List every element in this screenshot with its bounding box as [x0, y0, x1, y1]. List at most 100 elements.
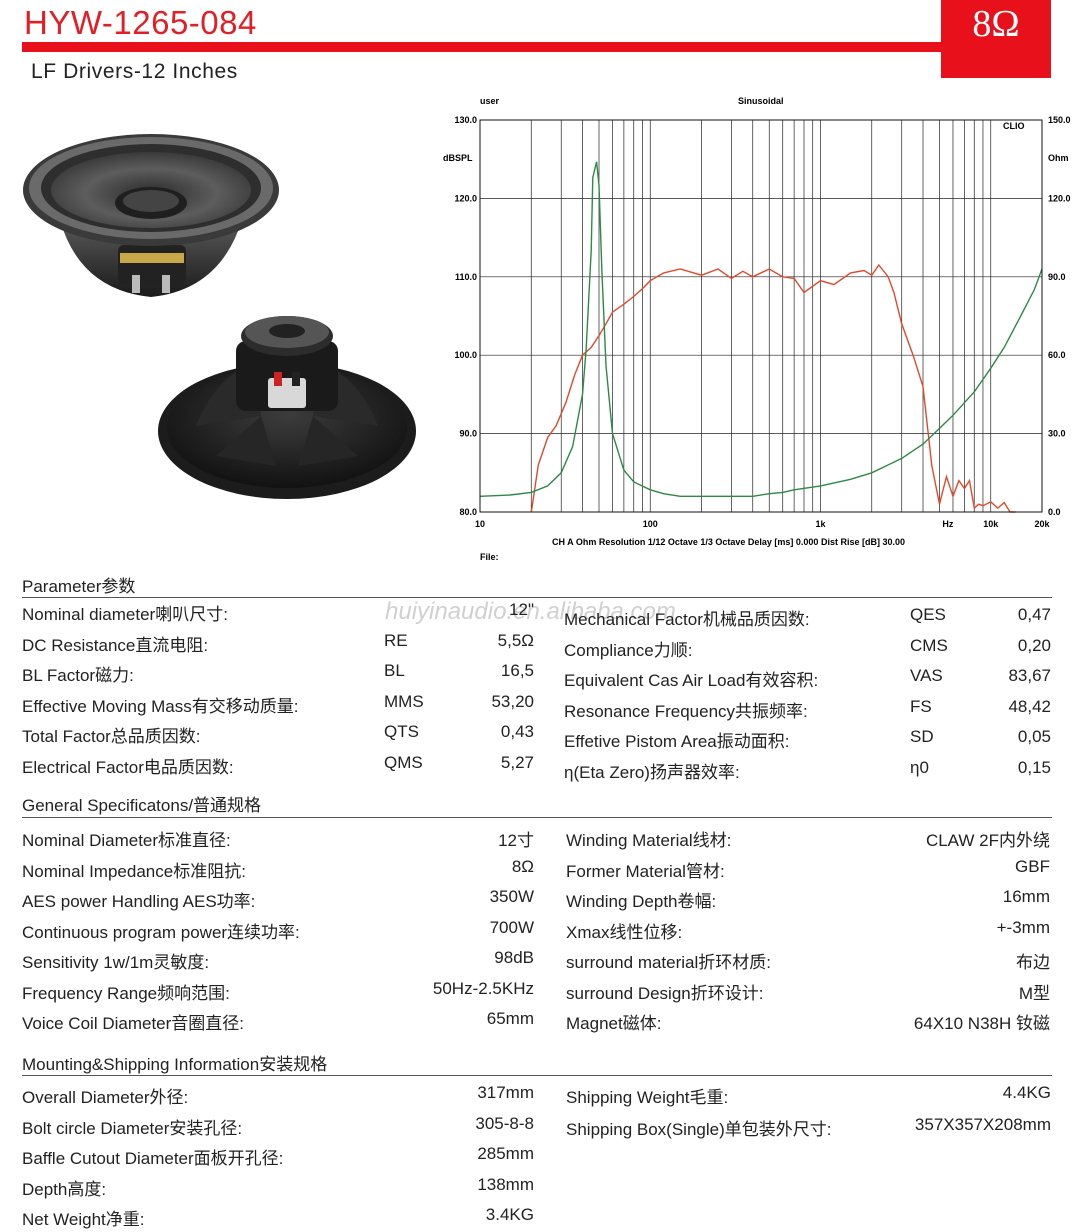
y-right-tick-label: 30.0 [1048, 429, 1066, 439]
spec-label: Nominal Diameter标准直径: [22, 831, 231, 850]
spec-row: Effetive Pistom Area振动面积: SD 0,05 [564, 727, 1051, 751]
spec-row: Nominal Diameter标准直径: 12寸 [22, 826, 534, 850]
spec-symbol: RE [384, 630, 408, 650]
spec-value: 64X10 N38H 钕磁 [913, 1014, 1050, 1033]
spec-value: 4.4KG [1002, 1083, 1051, 1102]
spec-value: 700W [489, 917, 534, 937]
spec-row: Electrical Factor电品质因数: QMS 5,27 [22, 752, 534, 777]
spec-value: 317mm [477, 1083, 534, 1102]
spec-symbol: QTS [384, 722, 419, 741]
spec-value: M型 [1018, 983, 1050, 1003]
general-divider [22, 817, 1052, 818]
spec-label: AES power Handling AES功率: [22, 892, 256, 911]
chart-footer: CH A Ohm Resolution 1/12 Octave 1/3 Octa… [552, 537, 905, 547]
spec-value: 50Hz-2.5KHz [432, 978, 534, 998]
spec-value: 5,27 [500, 752, 534, 772]
spec-label: Resonance Frequency共振频率: [564, 701, 808, 721]
x-tick-label: 1k [815, 519, 826, 529]
spec-label: Effective Moving Mass有交移动质量: [22, 696, 299, 716]
spec-row: surround material折环材质: 布边 [566, 948, 1050, 972]
spec-value: 357X357X208mm [914, 1114, 1051, 1134]
spec-label: Shipping Weight毛重: [566, 1088, 729, 1107]
spec-label: Baffle Cutout Diameter面板开孔径: [22, 1149, 284, 1168]
impedance-badge-text: 8Ω [972, 3, 1020, 45]
parameter-divider [22, 597, 1052, 598]
spec-label: Bolt circle Diameter安装孔径: [22, 1118, 243, 1138]
spec-label: Sensitivity 1w/1m灵敏度: [22, 953, 210, 972]
spec-value: 53,20 [491, 691, 534, 711]
spec-row: Baffle Cutout Diameter面板开孔径: 285mm [22, 1144, 534, 1168]
spec-label: Former Material管材: [566, 861, 725, 881]
spec-value: 48,42 [1008, 696, 1051, 716]
spec-value: 305-8-8 [475, 1113, 534, 1133]
impedance-badge [941, 0, 1051, 78]
spec-label: Winding Depth卷幅: [566, 892, 717, 911]
chart-brand: CLIO [1003, 121, 1025, 131]
spec-row: Equivalent Cas Air Load有效容积: VAS 83,67 [564, 666, 1051, 690]
spl-curve [530, 263, 1016, 513]
spec-row: Sensitivity 1w/1m灵敏度: 98dB [22, 948, 534, 972]
spec-row: DC Resistance直流电阻: RE 5,5Ω [22, 630, 534, 655]
y-right-tick-label: 60.0 [1048, 350, 1066, 360]
spec-row: Mechanical Factor机械品质因数: QES 0,47 [564, 605, 1051, 629]
spec-value: 3.4KG [485, 1205, 534, 1224]
page-subtitle: LF Drivers-12 Inches [31, 60, 238, 83]
y-right-tick-label: 0.0 [1048, 507, 1061, 517]
spec-row: Xmax线性位移: +-3mm [566, 918, 1050, 942]
spec-label: DC Resistance直流电阻: [22, 635, 209, 655]
spec-label: Compliance力顺: [564, 640, 693, 660]
spec-value: 0,47 [1017, 605, 1051, 624]
frequency-response-chart: 130.0120.0110.0100.090.080.0150.0120.090… [443, 96, 1071, 562]
y-left-tick-label: 120.0 [454, 193, 477, 203]
spec-label: BL Factor磁力: [22, 666, 134, 685]
spec-value: 8Ω [511, 856, 534, 876]
spec-value: 16mm [1002, 887, 1050, 906]
spec-row: Winding Depth卷幅: 16mm [566, 887, 1050, 911]
y-left-tick-label: 90.0 [459, 429, 477, 439]
mounting-section-title: Mounting&Shipping Information安装规格 [22, 1055, 328, 1074]
spec-row: η(Eta Zero)扬声器效率: η0 0,15 [564, 758, 1051, 782]
model-title: HYW-1265-084 [24, 4, 257, 41]
spec-row: AES power Handling AES功率: 350W [22, 887, 534, 911]
x-tick-label: 10 [475, 519, 485, 529]
spec-label: Magnet磁体: [566, 1014, 662, 1033]
spec-label: surround Design折环设计: [566, 983, 764, 1003]
spec-label: Nominal diameter喇叭尺寸: [22, 605, 228, 624]
general-section-title: General Specificatons/普通规格 [22, 796, 262, 815]
spec-label: Net Weight净重: [22, 1210, 145, 1229]
spec-row: Compliance力顺: CMS 0,20 [564, 635, 1051, 660]
spec-row: Winding Material线材: CLAW 2F内外绕 [566, 826, 1050, 850]
spec-label: Frequency Range频响范围: [22, 983, 230, 1003]
spec-symbol: QMS [384, 752, 423, 772]
chart-title: Sinusoidal [738, 96, 784, 106]
spec-row: Depth高度: 138mm [22, 1174, 534, 1199]
spec-row: Resonance Frequency共振频率: FS 48,42 [564, 696, 1051, 721]
spec-value: 350W [489, 887, 534, 906]
spec-value: 138mm [477, 1174, 534, 1194]
y-left-tick-label: 110.0 [455, 272, 477, 282]
spec-label: Winding Material线材: [566, 831, 732, 850]
spec-row: Bolt circle Diameter安装孔径: 305-8-8 [22, 1113, 534, 1138]
spec-label: Depth高度: [22, 1179, 107, 1199]
spec-symbol: SD [910, 727, 934, 746]
spec-value: CLAW 2F内外绕 [925, 831, 1050, 850]
spec-symbol: CMS [910, 635, 948, 655]
spec-label: Effetive Pistom Area振动面积: [564, 732, 790, 751]
spec-value: 布边 [1016, 953, 1050, 972]
spec-value: 65mm [486, 1009, 534, 1028]
watermark: huiyinaudio.en.alibaba.com [385, 598, 676, 625]
y-left-tick-label: 80.0 [459, 507, 477, 517]
spec-label: Overall Diameter外径: [22, 1088, 189, 1107]
chart-grid [480, 120, 1042, 512]
spec-label: Equivalent Cas Air Load有效容积: [564, 671, 819, 690]
spec-row: Continuous program power连续功率: 700W [22, 917, 534, 942]
spec-row: Nominal Impedance标准阻抗: 8Ω [22, 856, 534, 881]
y-right-tick-label: 120.0 [1048, 193, 1071, 203]
spec-value: 0,20 [1017, 635, 1051, 655]
spec-value: 12" [509, 600, 534, 619]
chart-file-label: File: [480, 552, 499, 562]
spec-row: Total Factor总品质因数: QTS 0,43 [22, 722, 534, 746]
spec-row: Voice Coil Diameter音圈直径: 65mm [22, 1009, 534, 1033]
spec-value: 83,67 [1008, 666, 1051, 685]
y-right-tick-label: 90.0 [1048, 272, 1066, 282]
